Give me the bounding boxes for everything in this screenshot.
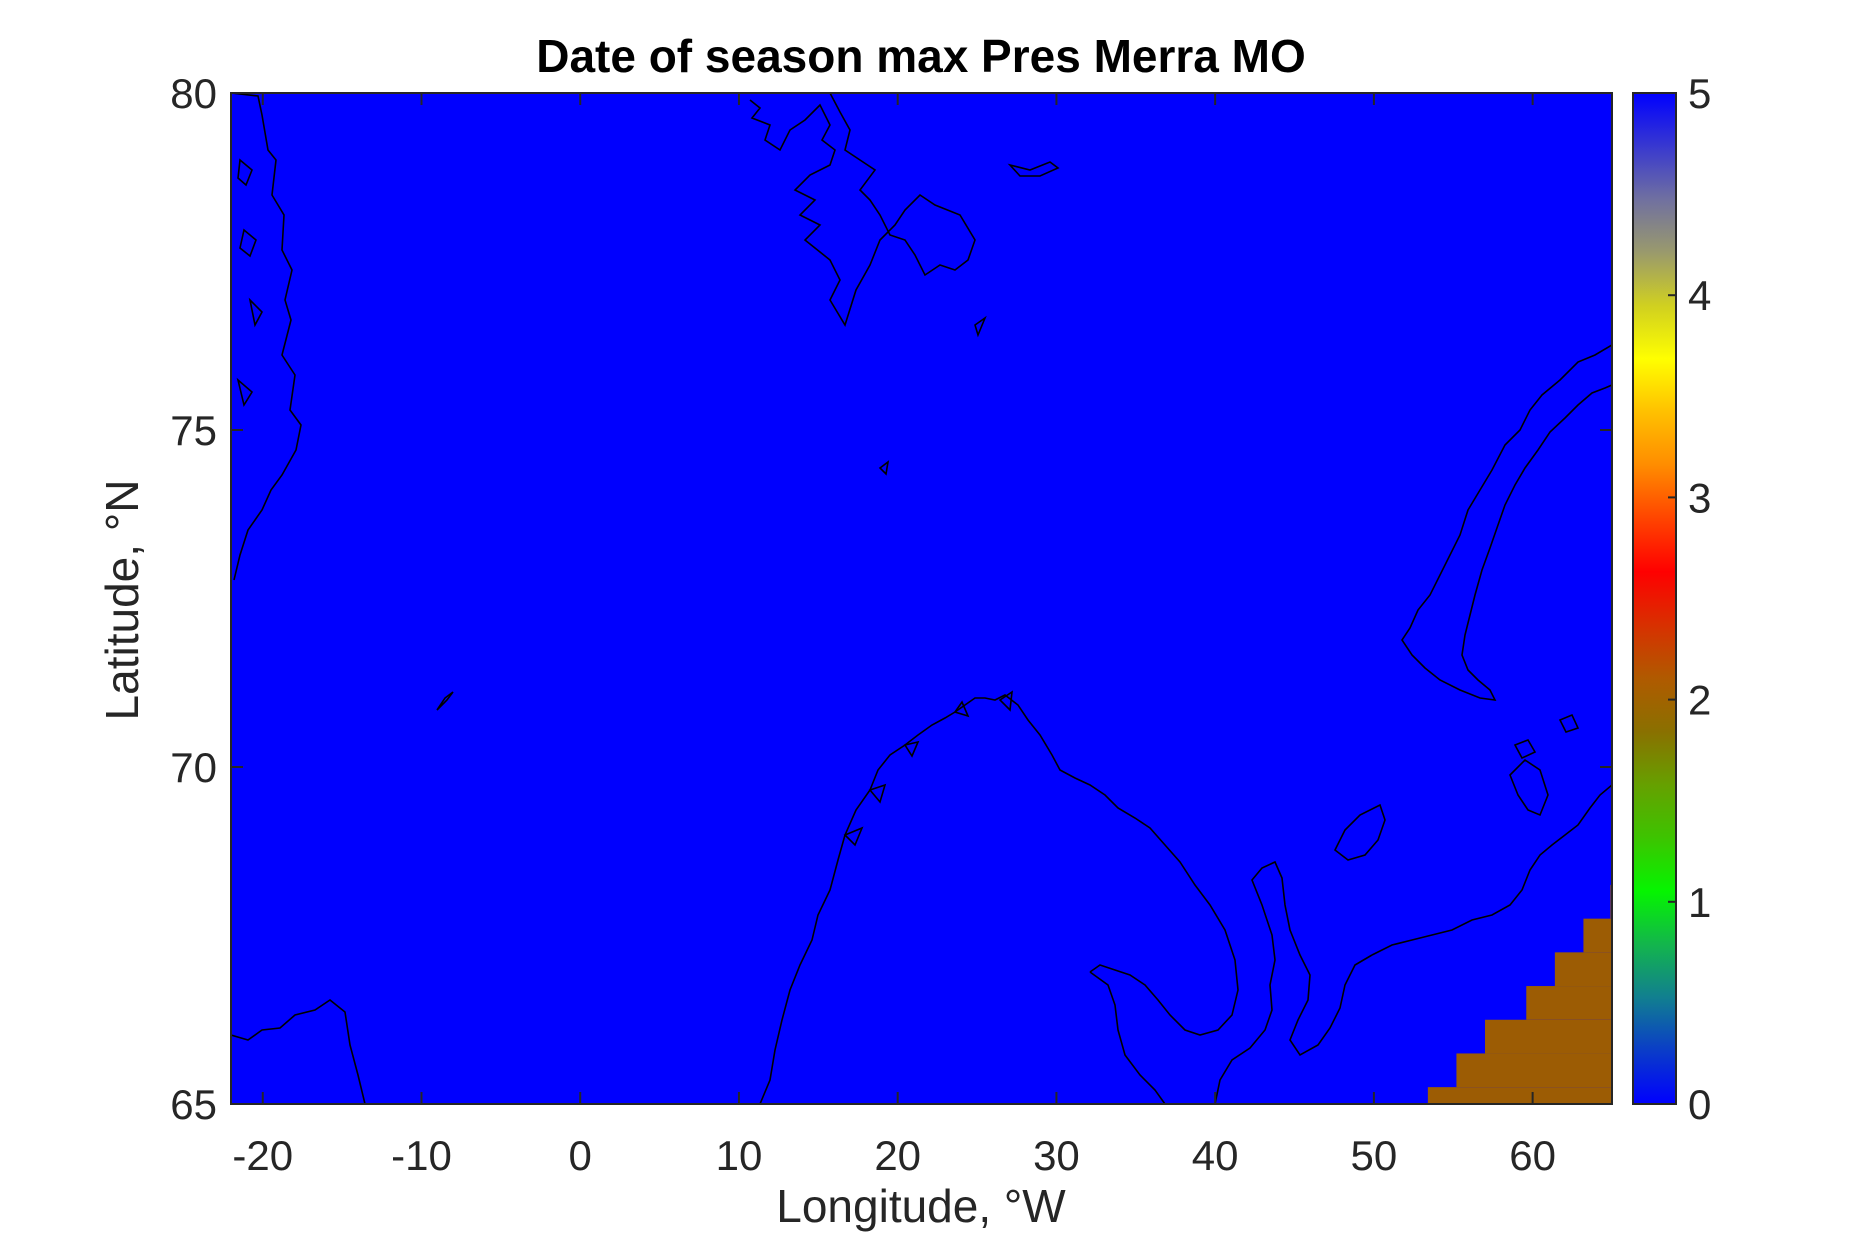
x-tick-label: 30 <box>1033 1132 1080 1179</box>
colorbar-ticks: 0 1 2 3 4 5 <box>1668 70 1711 1128</box>
x-tick-label: -10 <box>391 1132 452 1179</box>
coastline-jan-mayen <box>436 691 454 711</box>
coastline-vaygach <box>1513 713 1580 760</box>
coastline-iceland-corner <box>231 999 366 1104</box>
coastline-kola <box>1089 971 1166 1104</box>
colorbar: 0 1 2 3 4 5 <box>1632 70 1711 1128</box>
y-tick-label: 70 <box>170 744 217 791</box>
coastline-svalbard <box>749 93 976 327</box>
coastline-greenland-islands <box>236 158 263 408</box>
coastline-norway <box>759 694 1239 1104</box>
map-panel: -20 -10 0 10 20 30 40 50 60 65 70 75 80 <box>170 70 1613 1179</box>
coastline-norway-fjords <box>843 690 1013 847</box>
coastline-white-sea <box>1214 860 1373 1104</box>
highlight-cell-2 <box>1485 1019 1612 1054</box>
highlight-cell-5 <box>1583 918 1612 953</box>
coastlines <box>231 93 1612 1104</box>
x-tick-label: -20 <box>232 1132 293 1179</box>
x-tick-label: 50 <box>1351 1132 1398 1179</box>
y-tick-label: 80 <box>170 70 217 117</box>
y-tick-label: 65 <box>170 1081 217 1128</box>
colorbar-tick-label: 2 <box>1688 677 1711 724</box>
colorbar-tick-label: 1 <box>1688 879 1711 926</box>
coastline-bear-island <box>878 460 890 476</box>
highlight-cell-4 <box>1554 952 1612 987</box>
x-axis: -20 -10 0 10 20 30 40 50 60 <box>232 93 1556 1179</box>
colorbar-tick-label: 3 <box>1688 474 1711 521</box>
colorbar-tick-label: 5 <box>1688 70 1711 117</box>
x-tick-label: 0 <box>569 1132 592 1179</box>
y-axis: 65 70 75 80 <box>170 70 1612 1128</box>
x-axis-label: Longitude, °W <box>776 1180 1066 1232</box>
coastline-kolguev <box>1509 758 1549 817</box>
x-tick-label: 10 <box>716 1132 763 1179</box>
highlight-cell-3 <box>1526 986 1612 1020</box>
colorbar-fill <box>1632 92 1677 1105</box>
coastline-novaya-zemlya <box>1401 344 1612 701</box>
y-tick-label: 75 <box>170 407 217 454</box>
highlight-cells <box>1427 884 1612 1104</box>
colorbar-tick-label: 0 <box>1688 1081 1711 1128</box>
coastline-russia-north <box>1371 784 1612 956</box>
map-frame <box>230 92 1613 1105</box>
y-axis-label: Latitude, °N <box>96 480 148 721</box>
highlight-cell-1 <box>1456 1053 1612 1088</box>
highlight-cell-0 <box>1427 1087 1612 1104</box>
coastline-svalbard-east <box>974 161 1060 338</box>
x-tick-label: 20 <box>874 1132 921 1179</box>
map-background <box>231 93 1612 1104</box>
x-tick-label: 40 <box>1192 1132 1239 1179</box>
coastline-kanin <box>1333 803 1386 861</box>
colorbar-tick-label: 4 <box>1688 272 1711 319</box>
coastline-greenland <box>231 93 302 581</box>
chart-title: Date of season max Pres Merra MO <box>536 30 1306 82</box>
x-tick-label: 60 <box>1509 1132 1556 1179</box>
